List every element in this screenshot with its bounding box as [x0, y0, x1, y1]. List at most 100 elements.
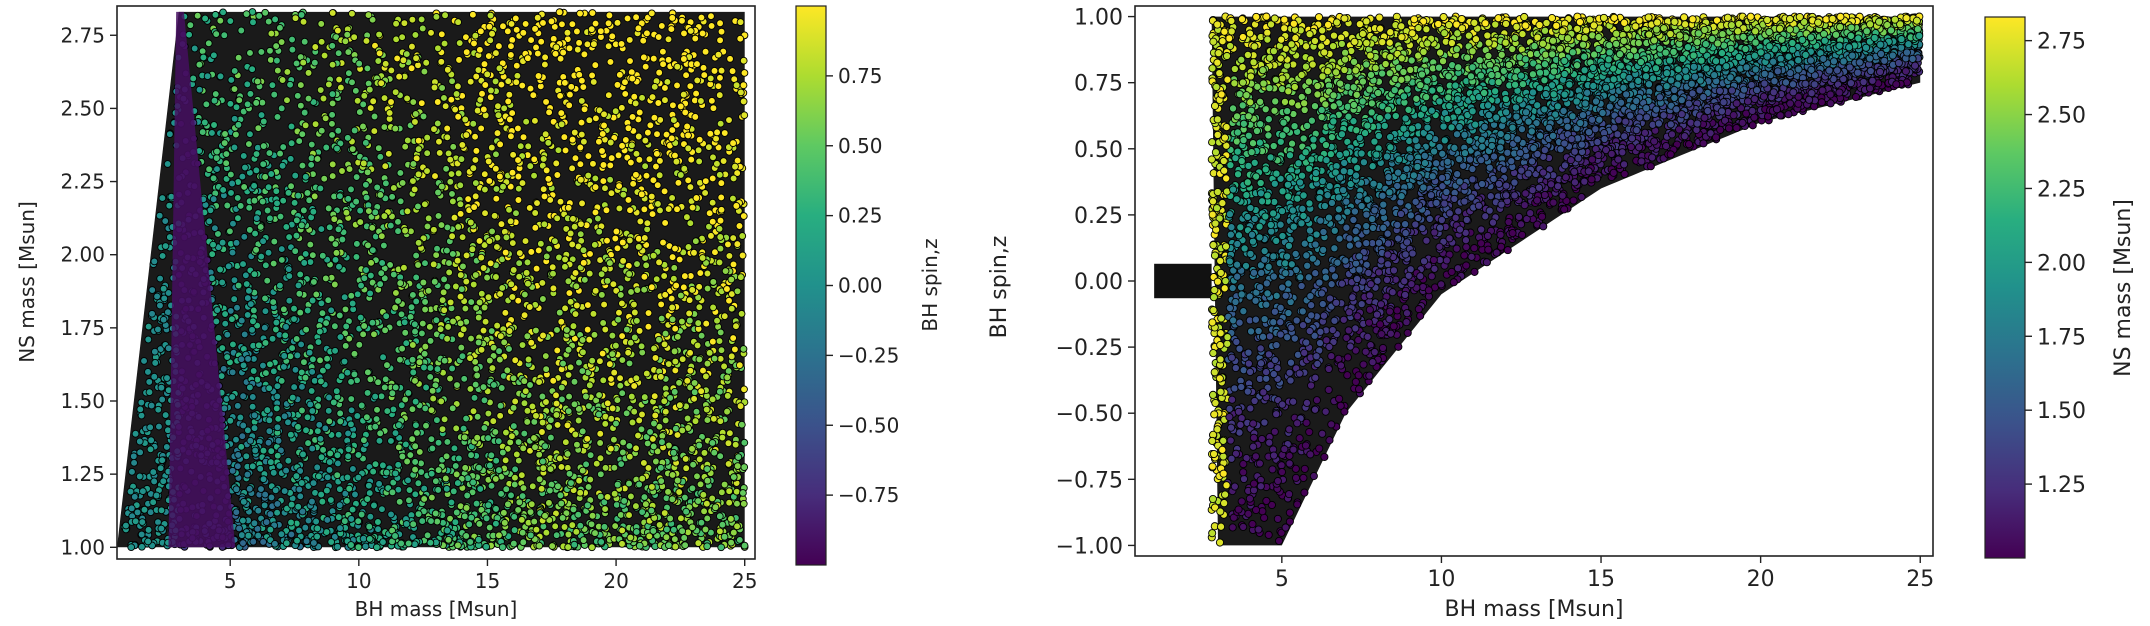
scatter-point	[547, 433, 555, 442]
scatter-point	[714, 50, 723, 59]
scatter-point	[473, 433, 482, 442]
scatter-point	[637, 342, 646, 351]
scatter-point	[518, 528, 527, 537]
scatter-point	[692, 407, 701, 416]
scatter-point	[649, 442, 658, 451]
scatter-point	[489, 417, 498, 425]
scatter-point	[379, 538, 387, 546]
scatter-point	[687, 155, 696, 164]
scatter-point	[309, 278, 318, 286]
scatter-point	[466, 218, 475, 227]
scatter-point	[447, 95, 456, 104]
scatter-point	[325, 458, 334, 466]
scatter-point	[275, 462, 284, 470]
scatter-point	[219, 186, 228, 194]
scatter-point	[691, 34, 700, 43]
scatter-point	[456, 210, 465, 218]
scatter-point	[666, 394, 675, 402]
scatter-point	[584, 483, 593, 491]
scatter-point	[514, 156, 522, 164]
scatter-point	[331, 346, 339, 355]
scatter-point	[684, 131, 692, 140]
scatter-point	[240, 330, 249, 339]
scatter-point	[420, 363, 428, 372]
scatter-point	[656, 463, 665, 472]
scatter-point	[569, 214, 577, 223]
scatter-point	[618, 141, 626, 150]
scatter-point	[440, 275, 448, 284]
scatter-point	[230, 143, 239, 152]
scatter-point	[304, 439, 312, 447]
scatter-point	[355, 340, 364, 349]
scatter-point	[530, 171, 538, 180]
scatter-point	[551, 522, 560, 531]
scatter-point	[606, 259, 614, 267]
scatter-point	[580, 137, 588, 146]
scatter-point	[500, 508, 508, 517]
scatter-point	[739, 345, 748, 353]
scatter-point	[506, 217, 515, 226]
scatter-point	[337, 372, 346, 381]
scatter-point	[418, 517, 427, 525]
scatter-point	[735, 361, 744, 370]
scatter-point	[717, 193, 726, 202]
scatter-point	[230, 85, 239, 93]
scatter-point	[660, 340, 669, 349]
scatter-point	[647, 9, 656, 18]
scatter-point	[287, 122, 296, 131]
scatter-point	[649, 251, 658, 260]
scatter-point	[496, 332, 505, 341]
scatter-point	[508, 432, 516, 440]
scatter-point	[492, 505, 500, 513]
scatter-point	[341, 37, 350, 46]
scatter-point	[371, 392, 380, 401]
scatter-point	[415, 358, 424, 367]
scatter-point	[507, 132, 515, 141]
scatter-point	[460, 512, 469, 521]
scatter-point	[648, 93, 657, 101]
scatter-point	[430, 277, 439, 286]
scatter-point	[541, 53, 549, 62]
scatter-point	[377, 269, 386, 278]
scatter-point	[505, 115, 514, 124]
scatter-point	[273, 423, 282, 432]
scatter-point	[149, 498, 158, 507]
scatter-point	[248, 326, 256, 334]
scatter-point	[228, 315, 236, 324]
scatter-point	[266, 214, 274, 223]
scatter-point	[151, 347, 159, 356]
scatter-point	[239, 516, 247, 525]
scatter-point	[678, 317, 686, 326]
scatter-point	[332, 387, 341, 395]
scatter-point	[361, 138, 370, 147]
scatter-point	[251, 446, 260, 455]
scatter-point	[331, 322, 339, 331]
scatter-point	[411, 490, 420, 499]
scatter-point	[638, 474, 647, 483]
scatter-point	[404, 539, 413, 548]
scatter-point	[459, 262, 467, 271]
scatter-point	[671, 324, 680, 333]
scatter-point	[403, 136, 412, 145]
scatter-point	[661, 96, 669, 104]
scatter-point	[469, 280, 478, 289]
scatter-point	[507, 51, 515, 59]
scatter-point	[391, 532, 399, 540]
scatter-point	[262, 518, 271, 526]
scatter-point	[222, 150, 231, 158]
scatter-point	[237, 26, 246, 35]
scatter-point	[310, 192, 319, 201]
scatter-point	[327, 538, 336, 546]
scatter-point	[500, 518, 509, 527]
scatter-point	[226, 99, 235, 108]
scatter-point	[150, 257, 159, 266]
scatter-point	[420, 67, 429, 76]
scatter-point	[595, 391, 603, 399]
scatter-point	[300, 259, 309, 267]
scatter-point	[620, 497, 629, 505]
scatter-point	[411, 376, 419, 385]
scatter-point	[318, 309, 327, 318]
scatter-point	[484, 52, 493, 60]
scatter-point	[498, 543, 507, 551]
scatter-point	[301, 523, 310, 532]
